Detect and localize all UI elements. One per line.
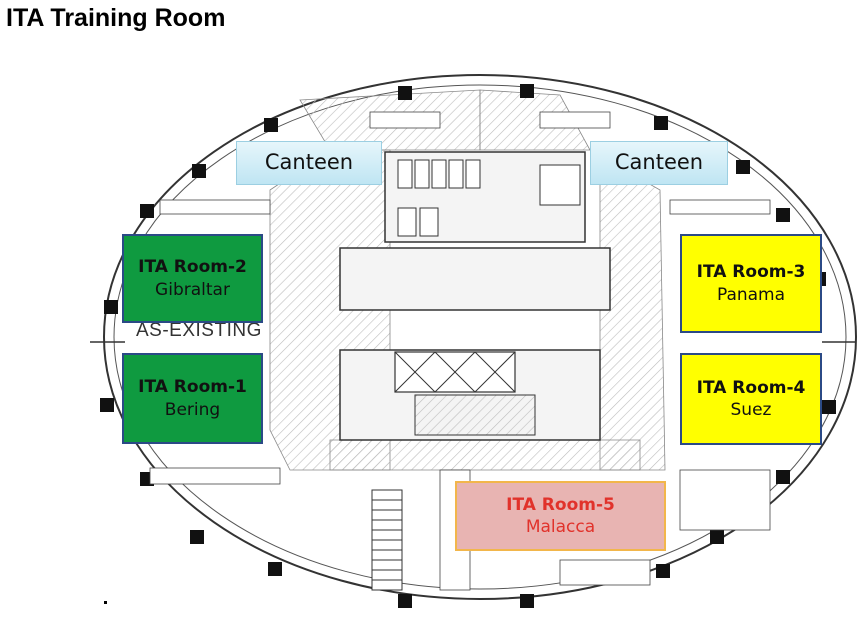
- room-suez-name: ITA Room-4: [696, 377, 806, 398]
- room-malacca-name: ITA Room-5: [506, 494, 615, 515]
- room-bering-subtitle: Bering: [164, 399, 221, 420]
- canteen-left-text: Canteen: [264, 150, 354, 175]
- room-panama[interactable]: ITA Room-3 Panama: [680, 234, 822, 333]
- room-suez[interactable]: ITA Room-4 Suez: [680, 353, 822, 445]
- as-existing-label: AS-EXISTING: [136, 320, 262, 341]
- canteen-right-text: Canteen: [614, 150, 704, 175]
- room-gibraltar-name: ITA Room-2: [138, 257, 247, 278]
- room-malacca[interactable]: ITA Room-5 Malacca: [455, 481, 666, 551]
- page-title: ITA Training Room: [6, 4, 226, 32]
- stray-dot: [104, 601, 107, 604]
- canteen-left-label: Canteen: [236, 141, 382, 185]
- room-panama-subtitle: Panama: [716, 284, 786, 305]
- room-gibraltar[interactable]: ITA Room-2 Gibraltar: [122, 234, 263, 323]
- room-suez-subtitle: Suez: [730, 400, 772, 420]
- canteen-right-label: Canteen: [590, 141, 728, 185]
- room-bering[interactable]: ITA Room-1 Bering: [122, 353, 263, 444]
- room-gibraltar-subtitle: Gibraltar: [155, 279, 230, 300]
- room-panama-name: ITA Room-3: [696, 262, 806, 283]
- room-bering-name: ITA Room-1: [138, 377, 247, 398]
- room-malacca-subtitle: Malacca: [525, 517, 596, 537]
